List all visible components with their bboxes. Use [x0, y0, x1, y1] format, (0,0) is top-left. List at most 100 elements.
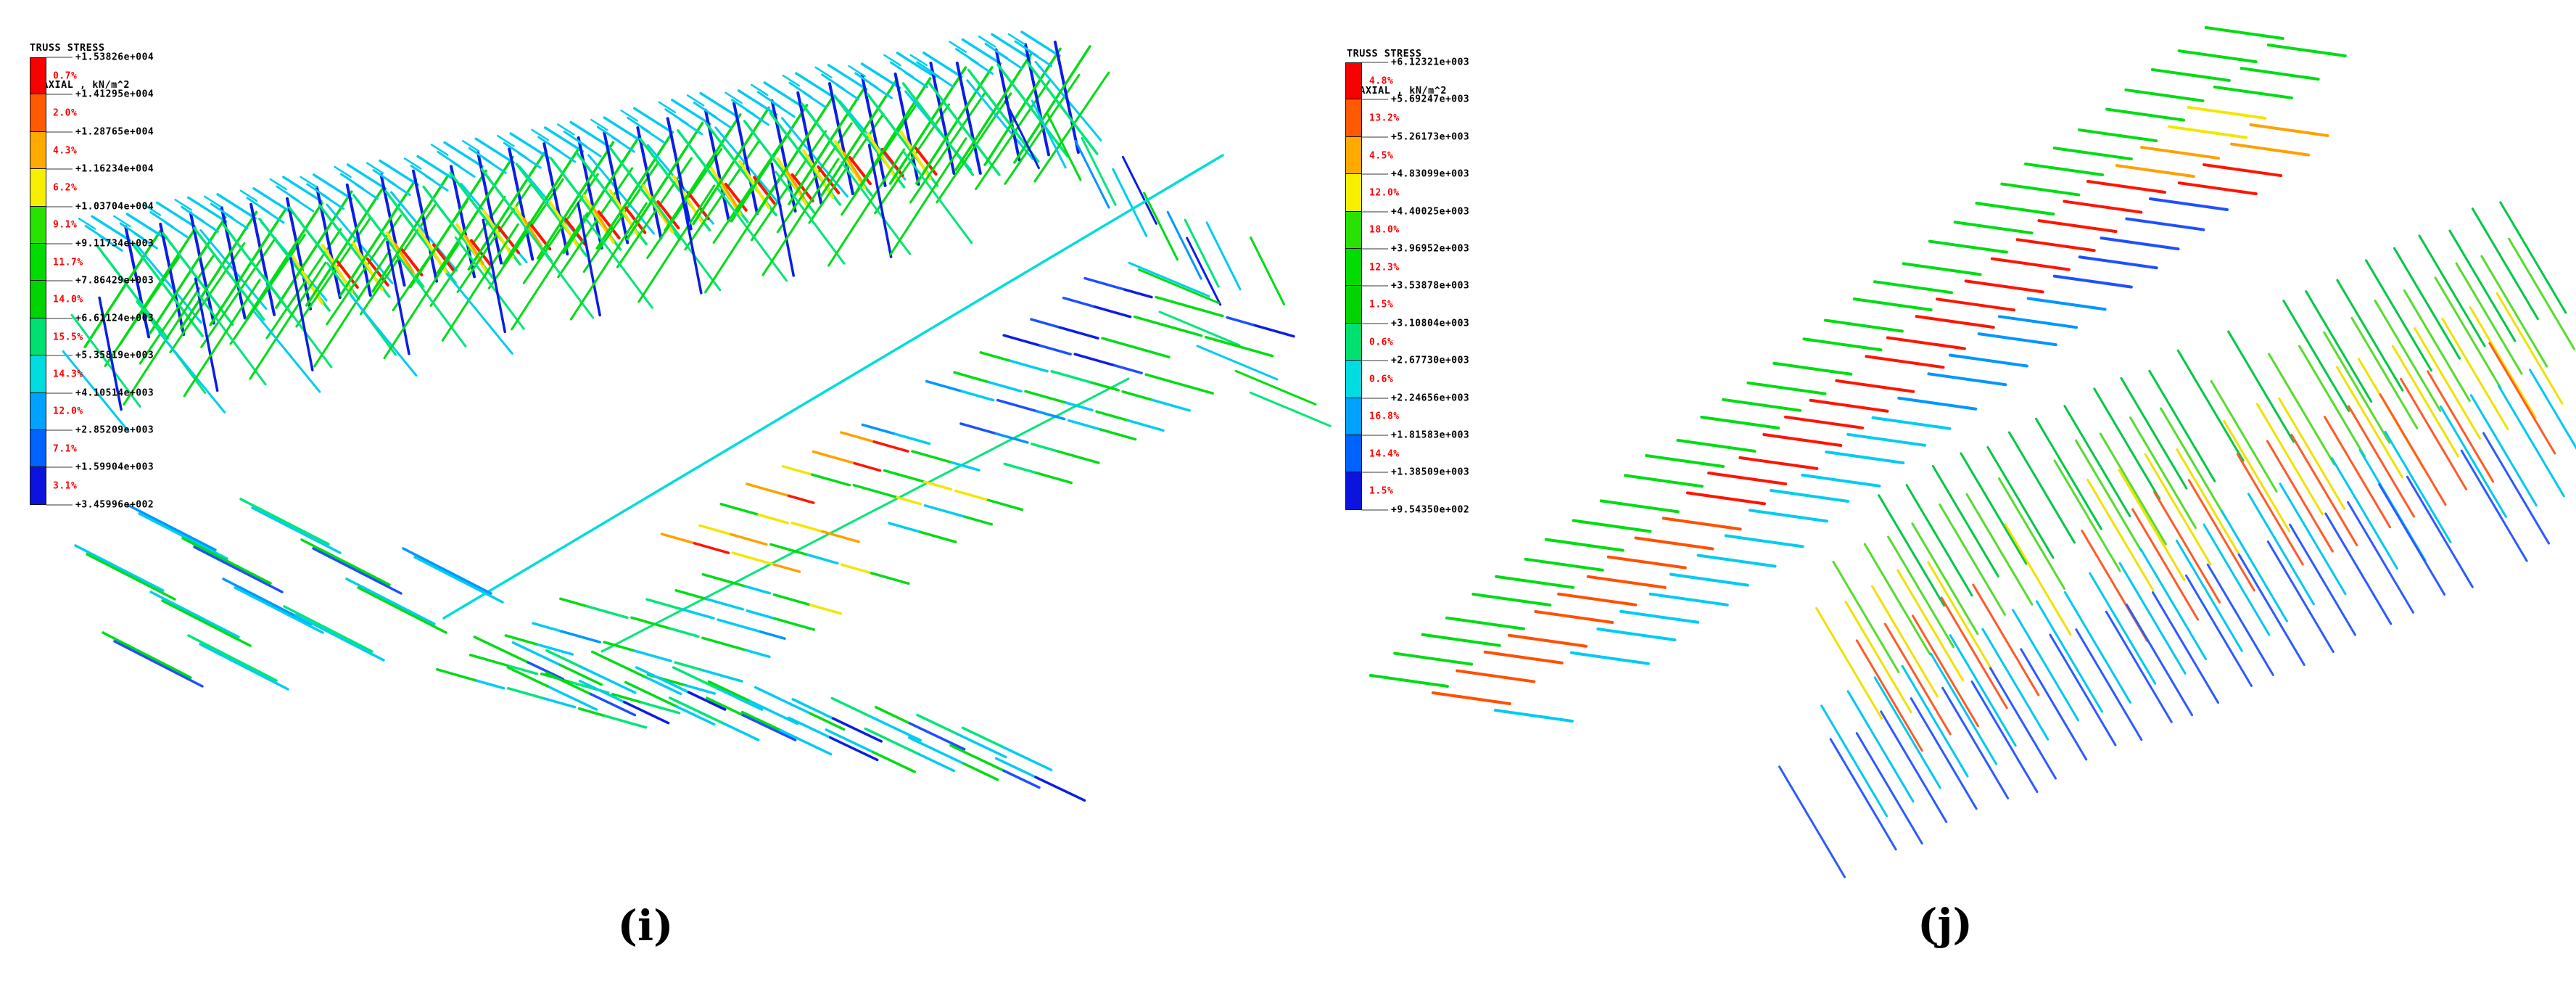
legend-band-percentage: 1.5%: [1369, 485, 1394, 497]
legend-color-band: [30, 467, 46, 505]
legend-color-band: [1345, 62, 1362, 100]
truss-band-i-3: [442, 154, 1224, 653]
legend-band-percentage: 14.4%: [1369, 448, 1400, 460]
truss-band-j-1: [1778, 201, 2576, 879]
legend-tick: [1362, 322, 1388, 324]
legend-boundary-value: +4.83099e+003: [1391, 168, 1470, 180]
legend-boundary-value: +1.59904e+003: [75, 461, 154, 473]
legend-band-percentage: 13.2%: [1369, 112, 1400, 124]
legend-band-percentage: 7.1%: [53, 443, 78, 455]
truss-band-i-4: [435, 276, 1295, 729]
legend-color-band: [30, 430, 46, 468]
legend-color-band: [30, 206, 46, 244]
legend-boundary-value: +1.41295e+004: [75, 89, 154, 100]
legend-color-band: [30, 244, 46, 281]
truss-band-i-6: [473, 636, 1086, 802]
legend-tick: [1362, 99, 1388, 101]
legend-color-band: [30, 281, 46, 318]
legend-tick: [46, 131, 73, 133]
legend-boundary-value: +4.40025e+003: [1391, 206, 1470, 218]
legend-color-band: [30, 392, 46, 430]
legend-boundary-value: +3.53878e+003: [1391, 280, 1470, 292]
legend-band-percentage: 11.7%: [53, 257, 83, 268]
legend-boundary-value: +5.69247e+003: [1391, 94, 1470, 105]
legend-color-band: [1345, 361, 1362, 398]
legend-boundary-value: +6.61124e+003: [75, 313, 154, 324]
legend-tick: [46, 429, 73, 431]
legend-color-band: [1345, 398, 1362, 435]
legend-band-percentage: 0.6%: [1369, 337, 1394, 348]
legend-band-percentage: 1.5%: [1369, 299, 1394, 311]
legend-band-percentage: 18.0%: [1369, 224, 1400, 236]
legend-boundary-value: +1.03704e+004: [75, 201, 154, 213]
legend-boundary-value: +2.24656e+003: [1391, 392, 1470, 404]
legend-boundary-value: +5.26173e+003: [1391, 131, 1470, 143]
legend-tick: [1362, 435, 1388, 436]
legend-boundary-value: +1.16234e+004: [75, 163, 154, 175]
legend-tick: [46, 317, 73, 319]
legend-tick: [46, 205, 73, 207]
legend-band-percentage: 4.3%: [53, 145, 78, 156]
legend-boundary-value: +1.28765e+004: [75, 126, 154, 138]
legend-tick: [46, 280, 73, 282]
truss-band-i-1: [1004, 99, 1286, 306]
legend-boundary-value: +3.45996e+002: [75, 499, 154, 511]
legend-color-band: [1345, 472, 1362, 510]
truss-band-j-0: [1368, 26, 2347, 723]
legend-tick: [1362, 397, 1388, 399]
legend-boundary-value: +2.67730e+003: [1391, 355, 1470, 366]
legend-band-percentage: 2.0%: [53, 107, 78, 119]
legend-color-band: [1345, 136, 1362, 175]
legend-color-band: [1345, 174, 1362, 212]
legend-title-line1: TRUSS STRESS: [1347, 48, 1422, 59]
legend-color-band: [1345, 211, 1362, 249]
legend-band-percentage: 14.3%: [53, 369, 83, 380]
legend-boundary-value: +3.10804e+003: [1391, 318, 1470, 329]
legend-boundary-value: +4.10514e+003: [75, 387, 154, 399]
legend-color-band: [1345, 286, 1362, 324]
legend-color-band: [1345, 323, 1362, 361]
legend-band-percentage: 15.5%: [53, 332, 83, 342]
legend-tick: [46, 168, 73, 170]
truss-band-i-2: [1128, 261, 1332, 427]
legend-tick: [1362, 248, 1388, 250]
legend-boundary-value: +6.12321e+003: [1391, 57, 1470, 68]
legend-tick: [46, 243, 73, 244]
legend-color-band: [1345, 99, 1362, 137]
legend-tick: [46, 57, 73, 58]
legend-tick: [46, 392, 73, 394]
legend-band-percentage: 12.0%: [1369, 187, 1400, 199]
legend-tick: [46, 466, 73, 469]
legend-band-percentage: 12.0%: [53, 406, 83, 417]
legend-tick: [1362, 285, 1388, 287]
subfigure-label-i: (i): [617, 901, 674, 950]
legend-tick: [46, 503, 73, 506]
legend-boundary-value: +3.96952e+003: [1391, 243, 1470, 255]
legend-boundary-value: +5.35819e+003: [75, 350, 154, 361]
legend-boundary-value: +1.53826e+004: [75, 52, 154, 63]
legend-band-percentage: 16.8%: [1369, 411, 1400, 422]
legend-boundary-value: +2.85209e+003: [75, 424, 154, 436]
legend-color-band: [1345, 435, 1362, 473]
legend-color-band: [30, 131, 46, 170]
legend-band-percentage: 6.2%: [53, 182, 78, 194]
legend-tick: [1362, 173, 1388, 176]
legend-title-line1: TRUSS STRESS: [30, 42, 105, 54]
legend-tick: [1362, 360, 1388, 362]
legend-color-band: [30, 355, 46, 393]
legend-band-percentage: 4.8%: [1369, 75, 1394, 87]
legend-band-percentage: 4.5%: [1369, 150, 1394, 161]
legend-band-percentage: 12.3%: [1369, 262, 1400, 274]
subfigure-label-j: (j): [1917, 900, 1973, 949]
legend-tick: [46, 355, 73, 357]
legend-boundary-value: +1.81583e+003: [1391, 429, 1470, 441]
legend-boundary-value: +7.86429e+003: [75, 275, 154, 287]
legend-band-percentage: 0.7%: [53, 70, 78, 82]
legend-band-percentage: 9.1%: [53, 219, 78, 231]
legend-tick: [46, 94, 73, 96]
legend-band-percentage: 0.6%: [1369, 374, 1394, 385]
truss-band-i-0: [62, 30, 1110, 432]
legend-band-percentage: 14.0%: [53, 294, 83, 305]
